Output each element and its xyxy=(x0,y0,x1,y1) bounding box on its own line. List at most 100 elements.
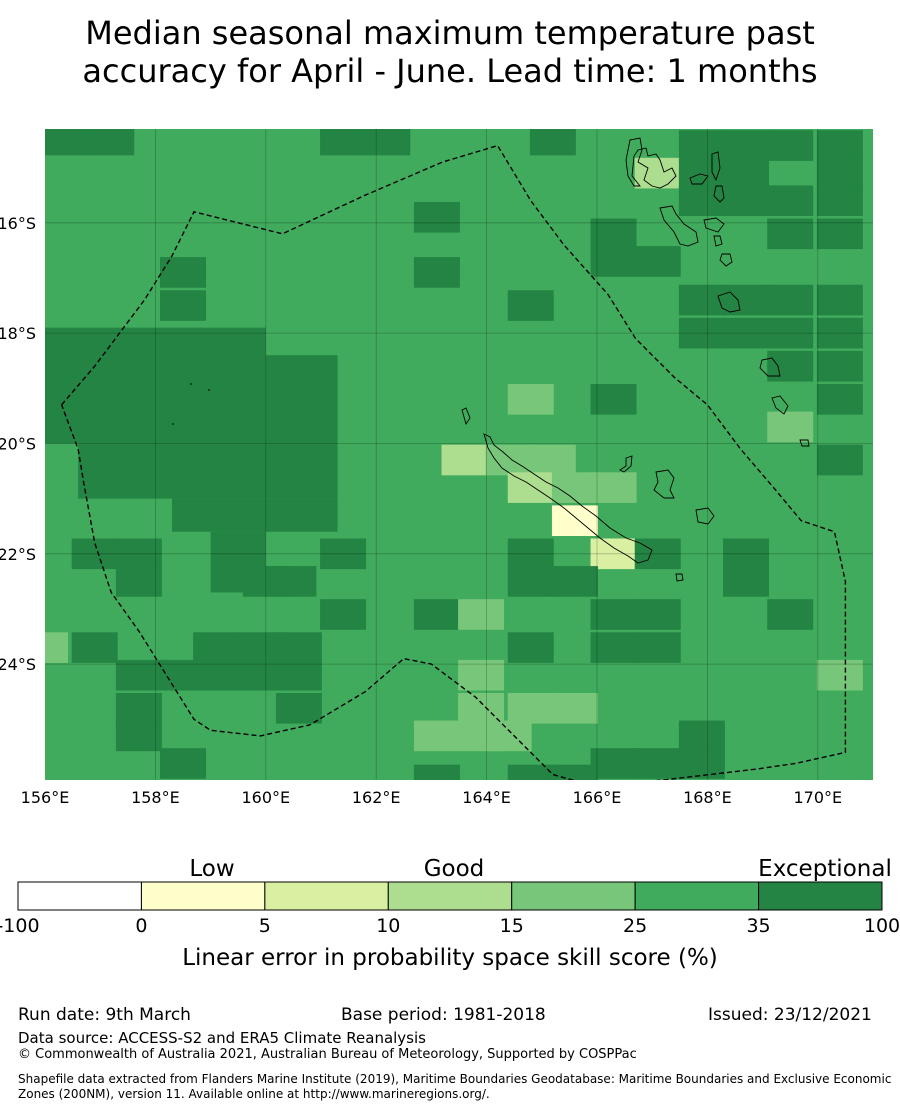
run-date: Run date: 9th March xyxy=(18,1005,191,1025)
loyalty-island-lifou xyxy=(653,469,675,499)
skill-cell xyxy=(507,538,554,570)
skill-cell xyxy=(441,444,488,476)
skill-cell xyxy=(115,720,162,752)
lon-label: 156°E xyxy=(21,788,70,807)
skill-cell xyxy=(816,350,863,382)
skill-cell xyxy=(458,659,505,691)
skill-cell xyxy=(507,632,554,663)
skill-cell xyxy=(816,130,863,161)
skill-cell xyxy=(723,317,770,349)
colorbar-segment xyxy=(140,881,266,911)
skill-cell xyxy=(413,720,460,752)
colorbar-tick-label: 0 xyxy=(135,915,147,937)
skill-cell xyxy=(816,284,863,316)
skill-cell xyxy=(275,632,322,663)
skill-cell xyxy=(115,538,162,570)
skill-cell xyxy=(529,129,576,156)
skill-cell xyxy=(634,157,681,189)
skill-cell xyxy=(767,185,814,217)
skill-cell xyxy=(507,764,554,780)
colorbar-tick-label: 35 xyxy=(746,915,770,937)
skill-cell xyxy=(551,692,598,724)
skill-cell xyxy=(160,290,206,321)
lat-label: 18°S xyxy=(0,324,36,343)
skill-cell xyxy=(678,130,725,161)
maewo-island xyxy=(711,151,721,182)
skill-cell xyxy=(590,748,637,779)
skill-cell xyxy=(767,350,814,382)
colorbar-segment xyxy=(17,881,142,911)
colorbar-segment xyxy=(387,881,513,911)
title-line-1: Median seasonal maximum temperature past xyxy=(85,14,815,52)
skill-cell xyxy=(590,218,637,250)
lon-label: 158°E xyxy=(131,788,180,807)
skill-block xyxy=(171,498,338,532)
map-container: 16°S 18°S 20°S 22°S 24°S 156°E 158°E 160°E 162°… xyxy=(0,129,873,807)
skill-cell xyxy=(634,748,681,779)
skill-cell xyxy=(767,317,814,349)
base-period: Base period: 1981-2018 xyxy=(341,1005,546,1025)
tanna-island xyxy=(771,395,789,415)
colorbar: -100 0 5 10 15 25 35 100 Low Good Exceptional Linea… xyxy=(0,856,900,971)
skill-cell xyxy=(71,538,118,570)
epi-island xyxy=(713,235,723,247)
colorbar-tick-label: 10 xyxy=(376,915,400,937)
lon-label: 164°E xyxy=(462,788,511,807)
skill-cell xyxy=(237,632,284,663)
longitude-labels: 156°E 158°E 160°E 162°E 164°E 166°E 168°E 170°E xyxy=(21,788,842,807)
skill-cell xyxy=(507,566,554,597)
lat-label: 16°S xyxy=(0,214,36,233)
skill-cell xyxy=(160,748,206,779)
latitude-labels: 16°S 18°S 20°S 22°S 24°S xyxy=(0,214,36,674)
skill-cell xyxy=(590,632,637,663)
skill-cell xyxy=(590,472,637,503)
skill-cell xyxy=(678,720,725,752)
skill-cell xyxy=(529,444,576,476)
skill-cell xyxy=(320,129,367,156)
skill-cell xyxy=(160,659,206,691)
skill-cells xyxy=(45,129,863,780)
skill-cell xyxy=(678,317,725,349)
skill-cell xyxy=(767,599,814,630)
skill-cell xyxy=(413,599,460,630)
skill-cell xyxy=(590,538,637,570)
skill-cell xyxy=(320,538,367,570)
skill-block xyxy=(265,355,338,444)
skill-cell xyxy=(723,157,770,189)
skill-cell xyxy=(45,129,91,156)
skill-cell xyxy=(45,632,68,663)
skill-cell xyxy=(413,201,460,233)
skill-cell xyxy=(551,764,598,780)
skill-cell xyxy=(275,659,322,691)
skill-cell xyxy=(634,538,681,570)
skill-cell xyxy=(115,692,162,724)
skill-cell xyxy=(723,538,770,570)
skill-cell xyxy=(723,185,770,217)
aneityum-island xyxy=(799,439,810,447)
shepherd-islands xyxy=(719,253,733,267)
skill-cell xyxy=(590,246,637,277)
colorbar-tick-label: -100 xyxy=(0,915,40,937)
chesterfield-islets xyxy=(172,383,210,425)
skill-cell xyxy=(678,185,725,217)
category-label: Low xyxy=(189,856,234,882)
skill-cell xyxy=(816,218,863,250)
colorbar-segment xyxy=(758,881,883,911)
skill-cell xyxy=(723,566,770,597)
title-line-2: accuracy for April - June. Lead time: 1 … xyxy=(82,52,818,90)
skill-cell xyxy=(816,317,863,349)
shapefile-credit: Shapefile data extracted from Flanders M… xyxy=(18,1072,892,1101)
espiritu-santo-island xyxy=(625,137,677,189)
lat-label: 24°S xyxy=(0,655,36,674)
skill-cell xyxy=(723,284,770,316)
pentecost-island xyxy=(713,185,725,203)
loyalty-island-ouvea xyxy=(619,455,633,473)
skill-cell xyxy=(590,599,637,630)
lon-label: 170°E xyxy=(793,788,842,807)
skill-cell xyxy=(816,384,863,415)
skill-cell xyxy=(270,566,317,597)
lon-label: 160°E xyxy=(241,788,290,807)
skill-cell xyxy=(678,284,725,316)
skill-cell xyxy=(590,384,637,415)
skill-cell xyxy=(71,632,118,663)
